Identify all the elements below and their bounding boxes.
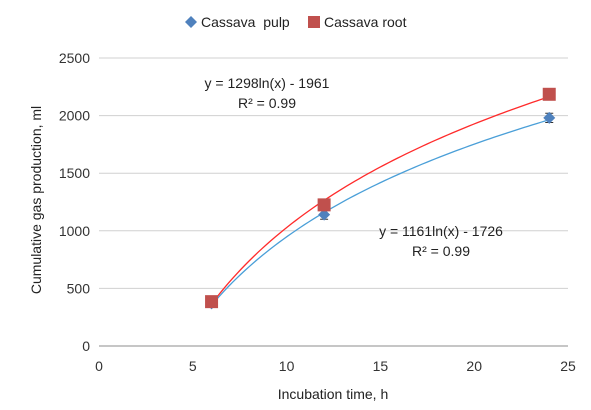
equation-cassava-root: y = 1298ln(x) - 1961 xyxy=(205,75,330,91)
trendline-cassava-root xyxy=(211,96,550,305)
x-tick-label: 0 xyxy=(95,358,103,374)
x-tick-label: 5 xyxy=(189,358,197,374)
legend-marker-cassava-root xyxy=(308,16,320,28)
legend-label-cassava-pulp: Cassava pulp xyxy=(201,14,290,30)
annotation-cassava-pulp: y = 1161ln(x) - 1726 R² = 0.99 xyxy=(379,223,503,259)
y-axis-title: Cumulative gas production, ml xyxy=(28,106,44,294)
r2-cassava-pulp: R² = 0.99 xyxy=(412,243,470,259)
data-point-cassava-root xyxy=(542,87,556,101)
trendline-cassava-pulp xyxy=(211,119,550,306)
y-tick-label: 2500 xyxy=(59,50,90,66)
x-tick-label: 10 xyxy=(279,358,295,374)
y-tick-labels: 0 500 1000 1500 2000 2500 xyxy=(59,50,90,354)
data-point-cassava-pulp xyxy=(318,208,331,221)
gridlines xyxy=(99,57,568,289)
data-point-cassava-root xyxy=(205,295,219,309)
x-tick-label: 20 xyxy=(466,358,482,374)
x-tick-label: 15 xyxy=(373,358,389,374)
legend-marker-cassava-pulp xyxy=(185,16,197,28)
data-point-cassava-pulp xyxy=(543,111,556,124)
y-tick-label: 0 xyxy=(82,338,90,354)
y-tick-label: 1500 xyxy=(59,165,90,181)
y-tick-label: 500 xyxy=(67,280,91,296)
x-axis-title: Incubation time, h xyxy=(278,386,389,402)
legend: Cassava pulp Cassava root xyxy=(185,14,407,30)
annotation-cassava-root: y = 1298ln(x) - 1961 R² = 0.99 xyxy=(205,75,330,111)
error-bars xyxy=(207,90,554,308)
legend-label-cassava-root: Cassava root xyxy=(324,14,407,30)
equation-cassava-pulp: y = 1161ln(x) - 1726 xyxy=(379,223,503,239)
y-tick-label: 1000 xyxy=(59,223,90,239)
data-point-cassava-root xyxy=(317,198,331,212)
data-points xyxy=(205,87,556,310)
y-tick-label: 2000 xyxy=(59,108,90,124)
trendlines xyxy=(211,96,550,306)
r2-cassava-root: R² = 0.99 xyxy=(238,95,296,111)
x-tick-label: 25 xyxy=(560,358,576,374)
x-tick-labels: 0 5 10 15 20 25 xyxy=(95,358,576,374)
